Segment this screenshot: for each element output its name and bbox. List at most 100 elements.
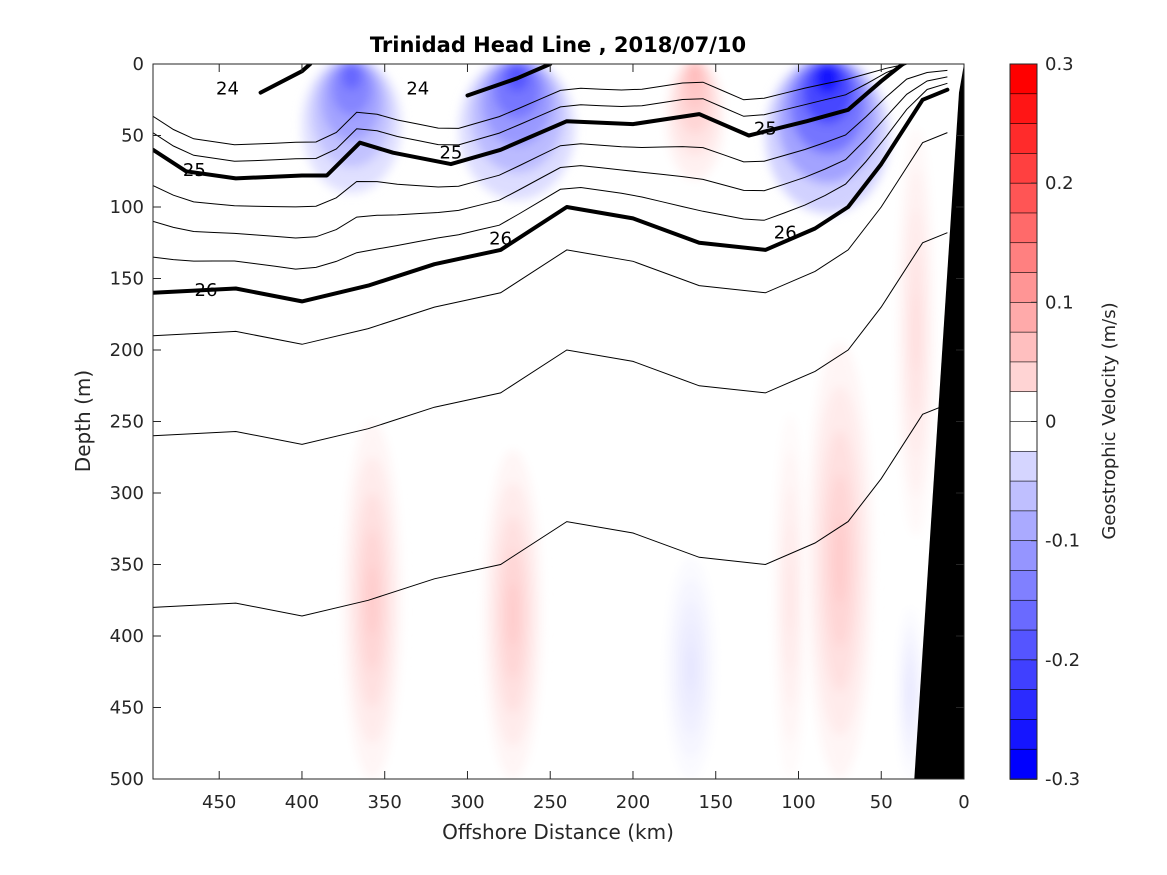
contour-labels: 24 24 25 25 25 26 26 26 [183,78,797,301]
colorbar-swatch [1009,719,1038,751]
y-tick-label: 300 [110,483,144,504]
colorbar-tick-label: 0 [1045,412,1056,433]
isopycnal-thin [153,232,948,445]
density-contours [153,64,950,617]
colorbar-swatch [1009,302,1038,333]
velocity-level [786,560,794,634]
y-tick-label: 100 [110,197,144,218]
y-tick-label: 250 [110,412,144,433]
velocity-feature [765,64,890,214]
colorbar-swatch [1009,629,1038,661]
colorbar-tick-label: 0.3 [1045,54,1074,75]
y-tick-label: 450 [110,698,144,719]
y-tick-label: 400 [110,626,144,647]
contour-label: 26 [195,280,218,301]
isopycnal-26 [153,87,950,304]
velocity-feature [666,64,725,180]
velocity-feature [806,342,873,779]
x-axis: 450 400 350 300 250 200 150 100 50 0 [202,64,970,813]
velocity-level [366,564,379,636]
contour-label: 24 [216,78,239,99]
contour-label: 26 [489,228,512,249]
colorbar: -0.3 -0.2 -0.1 0 0.1 0.2 0.3 [1009,54,1080,790]
isopycnal-thin [153,403,948,617]
colorbar-tick-label: -0.2 [1045,650,1080,671]
velocity-feature [897,607,923,779]
y-tick-label: 350 [110,555,144,576]
colorbar-tick-label: 0.1 [1045,292,1074,313]
isopycnal-thin [153,69,948,208]
x-tick-label: 100 [781,792,815,813]
chart-title: Trinidad Head Line , 2018/07/10 [370,33,746,57]
colorbar-swatch [1009,93,1038,125]
isopycnal-25 [153,64,905,181]
contour-label: 25 [183,160,206,181]
isopycnal-thin [153,82,948,270]
contour-label: 25 [754,118,777,139]
velocity-level [912,291,920,373]
x-tick-label: 250 [533,792,567,813]
isopycnal-thin [153,64,948,162]
isopycnal-thin [153,132,948,345]
velocity-level [507,581,519,648]
isopycnal-thin [153,64,948,146]
colorbar-swatch [1009,391,1038,423]
velocity-level [685,646,696,691]
colorbar-tick-label: -0.3 [1045,769,1080,790]
colorbar-swatch [1009,659,1038,691]
x-tick-label: 450 [202,792,236,813]
x-tick-label: 50 [870,792,893,813]
velocity-feature [301,64,402,194]
colorbar-label: Geostrophic Velocity (m/s) [1099,302,1120,539]
velocity-feature [666,557,716,779]
colorbar-swatch [1009,540,1038,572]
colorbar-swatch [1009,748,1038,780]
y-axis: 0 50 100 150 200 250 300 350 400 450 500 [110,54,964,790]
colorbar-swatch [1009,272,1038,304]
colorbar-tick-label: -0.1 [1045,531,1080,552]
x-tick-label: 400 [285,792,319,813]
colorbar-swatch [1009,63,1038,95]
colorbar-swatch [1009,599,1038,631]
velocity-feature [484,450,542,779]
velocity-level [833,517,847,605]
x-tick-label: 350 [368,792,402,813]
colorbar-swatch [1009,421,1038,453]
isopycnal-24 [465,64,553,98]
x-tick-label: 300 [450,792,484,813]
x-tick-label: 0 [958,792,969,813]
y-axis-label: Depth (m) [71,370,95,472]
colorbar-swatch [1009,510,1038,542]
bathymetry-shelf [914,64,964,779]
colorbar-swatch [1009,361,1038,393]
velocity-level [907,676,913,711]
y-tick-label: 0 [133,54,144,75]
velocity-field [301,64,935,779]
velocity-level [689,64,701,88]
contour-label: 25 [439,143,462,164]
velocity-feature [343,421,402,779]
velocity-feature [897,128,935,536]
x-tick-label: 150 [699,792,733,813]
x-axis-label: Offshore Distance (km) [442,820,674,844]
colorbar-swatch [1009,570,1038,602]
colorbar-swatch [1009,450,1038,482]
contour-label: 26 [774,223,797,244]
colorbar-swatch [1009,689,1038,721]
velocity-level [815,64,840,94]
velocity-level [341,64,362,90]
colorbar-swatch [1009,212,1038,244]
y-tick-label: 500 [110,769,144,790]
colorbar-swatch [1009,182,1038,214]
y-tick-label: 150 [110,269,144,290]
colorbar-swatch [1009,242,1038,274]
colorbar-swatch [1009,480,1038,512]
x-tick-label: 200 [616,792,650,813]
colorbar-tick-label: 0.2 [1045,173,1074,194]
y-tick-label: 200 [110,340,144,361]
y-tick-label: 50 [121,126,144,147]
colorbar-swatch [1009,331,1038,363]
colorbar-swatch [1009,123,1038,155]
colorbar-swatch [1009,153,1038,184]
